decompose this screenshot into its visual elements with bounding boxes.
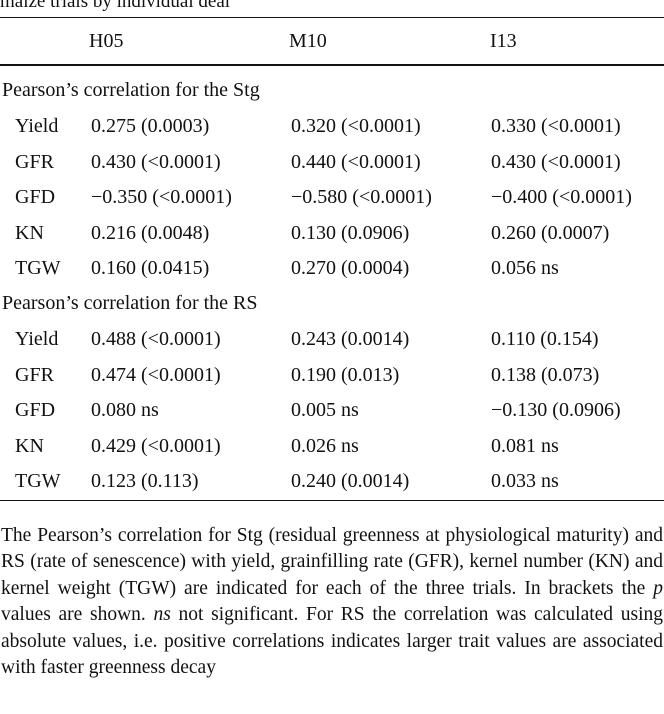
value-cell: 0.430 (<0.0001) [491, 150, 621, 173]
bottom-rule [0, 500, 664, 501]
value-cell: 0.005 ns [291, 399, 359, 421]
p-symbol: p [653, 577, 663, 599]
value-cell: 0.081 ns [491, 434, 559, 457]
table-row: TGW 0.123 (0.113) 0.240 (0.0014) 0.033 ns [0, 470, 664, 494]
value-cell: 0.190 (0.013) [291, 363, 400, 386]
table-row: Yield 0.275 (0.0003) 0.320 (<0.0001) 0.330 … [0, 115, 664, 139]
section-label: Pearson’s correlation for the RS [2, 292, 258, 314]
table-row: GFD 0.080 ns 0.005 ns −0.130 (0.0906) [0, 399, 664, 423]
value-cell: 0.243 (0.0014) [291, 328, 410, 350]
value-cell: 0.240 (0.0014) [291, 470, 410, 492]
column-header-h05: H05 [89, 30, 124, 52]
value-cell: 0.130 (0.0906) [291, 221, 410, 244]
footnote-text: The Pearson’s correlation for Stg (resid… [1, 525, 663, 599]
value-cell: 0.026 ns [291, 434, 359, 457]
value-cell: 0.488 (<0.0001) [91, 328, 221, 350]
value-cell: 0.270 (0.0004) [291, 257, 410, 279]
value-cell: 0.429 (<0.0001) [91, 434, 221, 457]
value-cell: −0.400 (<0.0001) [491, 186, 632, 208]
table-row: GFR 0.430 (<0.0001) 0.440 (<0.0001) 0.430 (… [0, 151, 664, 175]
value-cell: −0.350 (<0.0001) [91, 186, 232, 208]
section-label: Pearson’s correlation for the Stg [2, 79, 260, 101]
trait-cell: KN [15, 221, 44, 244]
column-header-m10: M10 [289, 30, 327, 52]
value-cell: 0.056 ns [491, 257, 559, 279]
value-cell: 0.138 (0.073) [491, 363, 600, 386]
trait-cell: TGW [15, 470, 61, 492]
trait-cell: GFD [15, 186, 56, 208]
value-cell: 0.216 (0.0048) [91, 221, 210, 244]
value-cell: 0.440 (<0.0001) [291, 150, 421, 173]
value-cell: 0.260 (0.0007) [491, 221, 610, 244]
trait-cell: TGW [15, 257, 61, 279]
value-cell: 0.275 (0.0003) [91, 115, 210, 137]
trait-cell: GFD [15, 399, 56, 421]
value-cell: −0.580 (<0.0001) [291, 186, 432, 208]
footnote-text: values are shown. [1, 604, 154, 626]
trait-cell: KN [15, 434, 44, 457]
table-caption-fragment: maize trials by individual deal [0, 0, 231, 12]
value-cell: 0.123 (0.113) [91, 470, 199, 492]
trait-cell: Yield [15, 115, 59, 137]
value-cell: 0.320 (<0.0001) [291, 115, 421, 137]
trait-cell: Yield [15, 328, 59, 350]
table-row: Yield 0.488 (<0.0001) 0.243 (0.0014) 0.110 … [0, 328, 664, 352]
table-row: GFD −0.350 (<0.0001) −0.580 (<0.0001) −0.40… [0, 186, 664, 210]
column-header-i13: I13 [490, 30, 517, 52]
trait-cell: GFR [15, 363, 54, 386]
table-row: KN 0.216 (0.0048) 0.130 (0.0906) 0.260 (0.0… [0, 222, 664, 246]
top-rule [0, 17, 664, 18]
value-cell: −0.130 (0.0906) [491, 399, 621, 421]
header-rule [0, 64, 664, 66]
ns-symbol: ns [153, 604, 171, 626]
footnote-text: not significant. For RS the correlation … [1, 604, 664, 679]
table-footnote: The Pearson’s correlation for Stg (resid… [1, 523, 663, 681]
value-cell: 0.110 (0.154) [491, 328, 599, 350]
value-cell: 0.080 ns [91, 399, 159, 421]
value-cell: 0.160 (0.0415) [91, 257, 210, 279]
trait-cell: GFR [15, 150, 54, 173]
table-row: TGW 0.160 (0.0415) 0.270 (0.0004) 0.056 ns [0, 257, 664, 281]
value-cell: 0.330 (<0.0001) [491, 115, 621, 137]
value-cell: 0.474 (<0.0001) [91, 363, 221, 386]
value-cell: 0.430 (<0.0001) [91, 150, 221, 173]
value-cell: 0.033 ns [491, 470, 559, 492]
table-row: KN 0.429 (<0.0001) 0.026 ns 0.081 ns [0, 435, 664, 459]
table-row: GFR 0.474 (<0.0001) 0.190 (0.013) 0.138 (0.… [0, 364, 664, 388]
